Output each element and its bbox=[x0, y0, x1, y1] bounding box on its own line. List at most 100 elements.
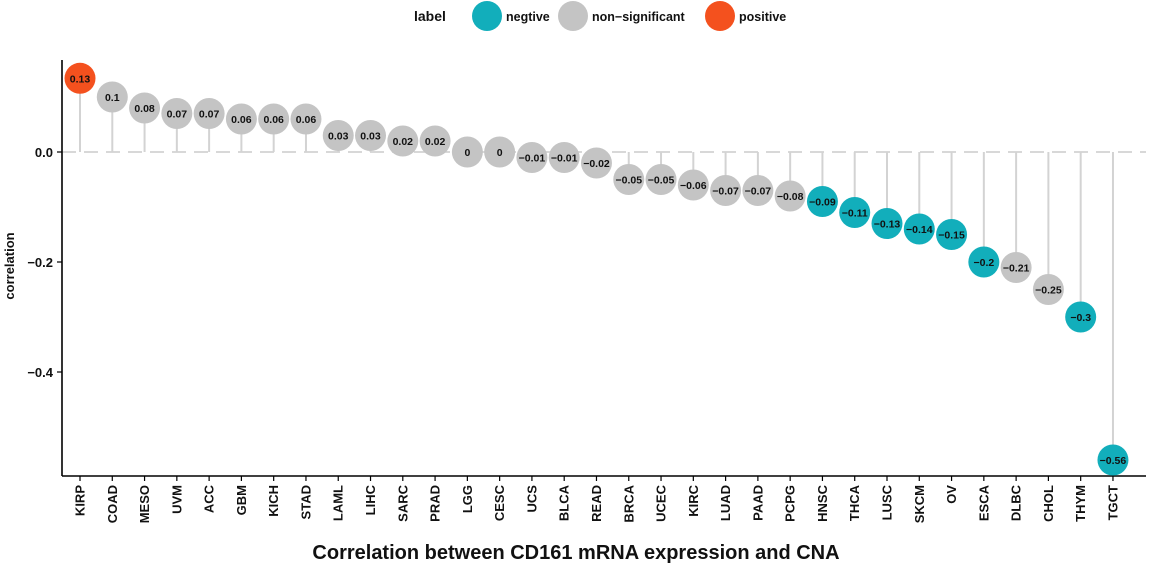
data-label-DLBC: −0.21 bbox=[1003, 263, 1030, 275]
x-tick-label-UCS: UCS bbox=[524, 485, 539, 513]
x-tick-label-LGG: LGG bbox=[460, 485, 475, 513]
x-tick-label-CESC: CESC bbox=[492, 484, 507, 521]
x-tick-label-READ: READ bbox=[589, 485, 604, 522]
data-label-SKCM: −0.14 bbox=[906, 224, 933, 236]
point-LUSC bbox=[871, 208, 903, 239]
data-label-UVM: 0.07 bbox=[167, 109, 188, 121]
points: 0.13 0.1 0.08 0.07 0.07 0.06 0.06 0.06 0.03 0.03 0… bbox=[64, 62, 1129, 476]
x-tick-label-HNSC: HNSC bbox=[815, 484, 830, 521]
x-tick-label-OV: OV bbox=[944, 485, 959, 504]
axes: 0.0 −0.2 −0.4 KIRP COAD MESO UVM ACC GBM KICH STAD… bbox=[27, 60, 1146, 523]
y-axis-label: correlation bbox=[2, 232, 17, 299]
x-tick-label-LUAD: LUAD bbox=[718, 485, 733, 521]
x-tick-label-LUSC: LUSC bbox=[880, 484, 895, 520]
data-label-CESC: 0 bbox=[497, 147, 503, 159]
legend-label-0: negtive bbox=[506, 10, 550, 24]
data-label-TGCT: −0.56 bbox=[1100, 455, 1127, 467]
x-tick-label-DLBC: DLBC bbox=[1009, 484, 1024, 521]
point-OV bbox=[936, 219, 968, 250]
data-label-KICH: 0.06 bbox=[263, 114, 284, 126]
x-tick-label-LIHC: LIHC bbox=[363, 484, 378, 515]
x-tick-label-PCPG: PCPG bbox=[783, 485, 798, 522]
point-STAD bbox=[290, 103, 322, 135]
point-BRCA bbox=[613, 164, 645, 195]
data-label-MESO: 0.08 bbox=[134, 103, 155, 115]
y-tick-label-1: −0.2 bbox=[27, 255, 53, 270]
data-label-HNSC: −0.09 bbox=[809, 197, 836, 209]
data-label-KIRP: 0.13 bbox=[70, 73, 91, 85]
point-PRAD bbox=[419, 125, 451, 157]
x-tick-label-UCEC: UCEC bbox=[654, 484, 669, 521]
point-READ bbox=[580, 147, 612, 179]
x-tick-label-PAAD: PAAD bbox=[750, 485, 765, 521]
x-tick-label-COAD: COAD bbox=[105, 485, 120, 523]
point-THYM bbox=[1065, 301, 1097, 333]
legend-label-2: positive bbox=[739, 10, 786, 24]
data-label-THYM: −0.3 bbox=[1070, 312, 1091, 324]
x-tick-label-TGCT: TGCT bbox=[1105, 485, 1120, 520]
point-CHOL bbox=[1032, 274, 1064, 305]
data-label-UCS: −0.01 bbox=[519, 153, 546, 165]
data-label-GBM: 0.06 bbox=[231, 114, 252, 126]
data-label-ACC: 0.07 bbox=[199, 109, 220, 121]
point-GBM bbox=[225, 103, 257, 135]
x-tick-label-GBM: GBM bbox=[234, 485, 249, 515]
data-label-THCA: −0.11 bbox=[842, 208, 868, 220]
point-KIRP bbox=[64, 62, 96, 94]
x-tick-label-MESO: MESO bbox=[137, 485, 152, 523]
data-label-SARC: 0.02 bbox=[393, 136, 414, 148]
point-UVM bbox=[161, 98, 193, 129]
stems bbox=[79, 78, 1114, 460]
data-label-BRCA: −0.05 bbox=[615, 175, 642, 187]
x-tick-label-CHOL: CHOL bbox=[1041, 485, 1056, 522]
x-tick-label-BLCA: BLCA bbox=[557, 484, 572, 521]
point-CESC bbox=[484, 136, 516, 168]
legend-swatch-1 bbox=[558, 1, 588, 31]
point-LUAD bbox=[710, 175, 742, 206]
data-label-PRAD: 0.02 bbox=[425, 136, 446, 148]
x-tick-label-SKCM: SKCM bbox=[912, 485, 927, 523]
data-label-LUAD: −0.07 bbox=[712, 186, 739, 198]
data-label-STAD: 0.06 bbox=[296, 114, 317, 126]
point-PAAD bbox=[742, 175, 774, 206]
point-DLBC bbox=[1000, 252, 1032, 283]
x-tick-label-LAML: LAML bbox=[331, 485, 346, 521]
point-COAD bbox=[96, 81, 128, 113]
point-KICH bbox=[258, 103, 290, 135]
x-tick-label-ESCA: ESCA bbox=[976, 484, 991, 521]
data-label-BLCA: −0.01 bbox=[551, 153, 578, 165]
legend-label-1: non−significant bbox=[592, 10, 686, 24]
point-ACC bbox=[193, 98, 225, 129]
x-tick-label-KICH: KICH bbox=[266, 485, 281, 517]
point-BLCA bbox=[548, 142, 580, 173]
x-axis-label: Correlation between CD161 mRNA expressio… bbox=[312, 542, 839, 564]
y-tick-label-2: −0.4 bbox=[27, 365, 53, 380]
data-label-COAD: 0.1 bbox=[105, 92, 120, 104]
x-tick-label-THYM: THYM bbox=[1073, 485, 1088, 522]
point-HNSC bbox=[806, 186, 838, 217]
point-ESCA bbox=[968, 246, 1000, 278]
legend-title: label bbox=[414, 8, 446, 24]
data-label-ESCA: −0.2 bbox=[973, 257, 994, 269]
x-tick-label-STAD: STAD bbox=[298, 485, 313, 519]
x-tick-label-BRCA: BRCA bbox=[621, 484, 636, 522]
data-label-LUSC: −0.13 bbox=[874, 219, 901, 231]
data-label-UCEC: −0.05 bbox=[648, 175, 675, 187]
point-PCPG bbox=[774, 180, 806, 212]
x-tick-label-UVM: UVM bbox=[169, 485, 184, 514]
legend-swatch-0 bbox=[472, 1, 502, 31]
point-UCS bbox=[516, 142, 548, 173]
data-label-OV: −0.15 bbox=[938, 230, 965, 242]
point-MESO bbox=[129, 92, 161, 124]
data-label-CHOL: −0.25 bbox=[1035, 285, 1062, 297]
point-LGG bbox=[451, 136, 483, 168]
data-label-READ: −0.02 bbox=[583, 158, 610, 170]
point-KIRC bbox=[677, 169, 709, 201]
x-tick-label-KIRC: KIRC bbox=[686, 484, 701, 516]
data-label-PAAD: −0.07 bbox=[745, 186, 772, 198]
data-label-LIHC: 0.03 bbox=[360, 131, 381, 143]
data-label-LAML: 0.03 bbox=[328, 131, 349, 143]
data-label-KIRC: −0.06 bbox=[680, 180, 707, 192]
x-tick-label-ACC: ACC bbox=[202, 484, 217, 513]
